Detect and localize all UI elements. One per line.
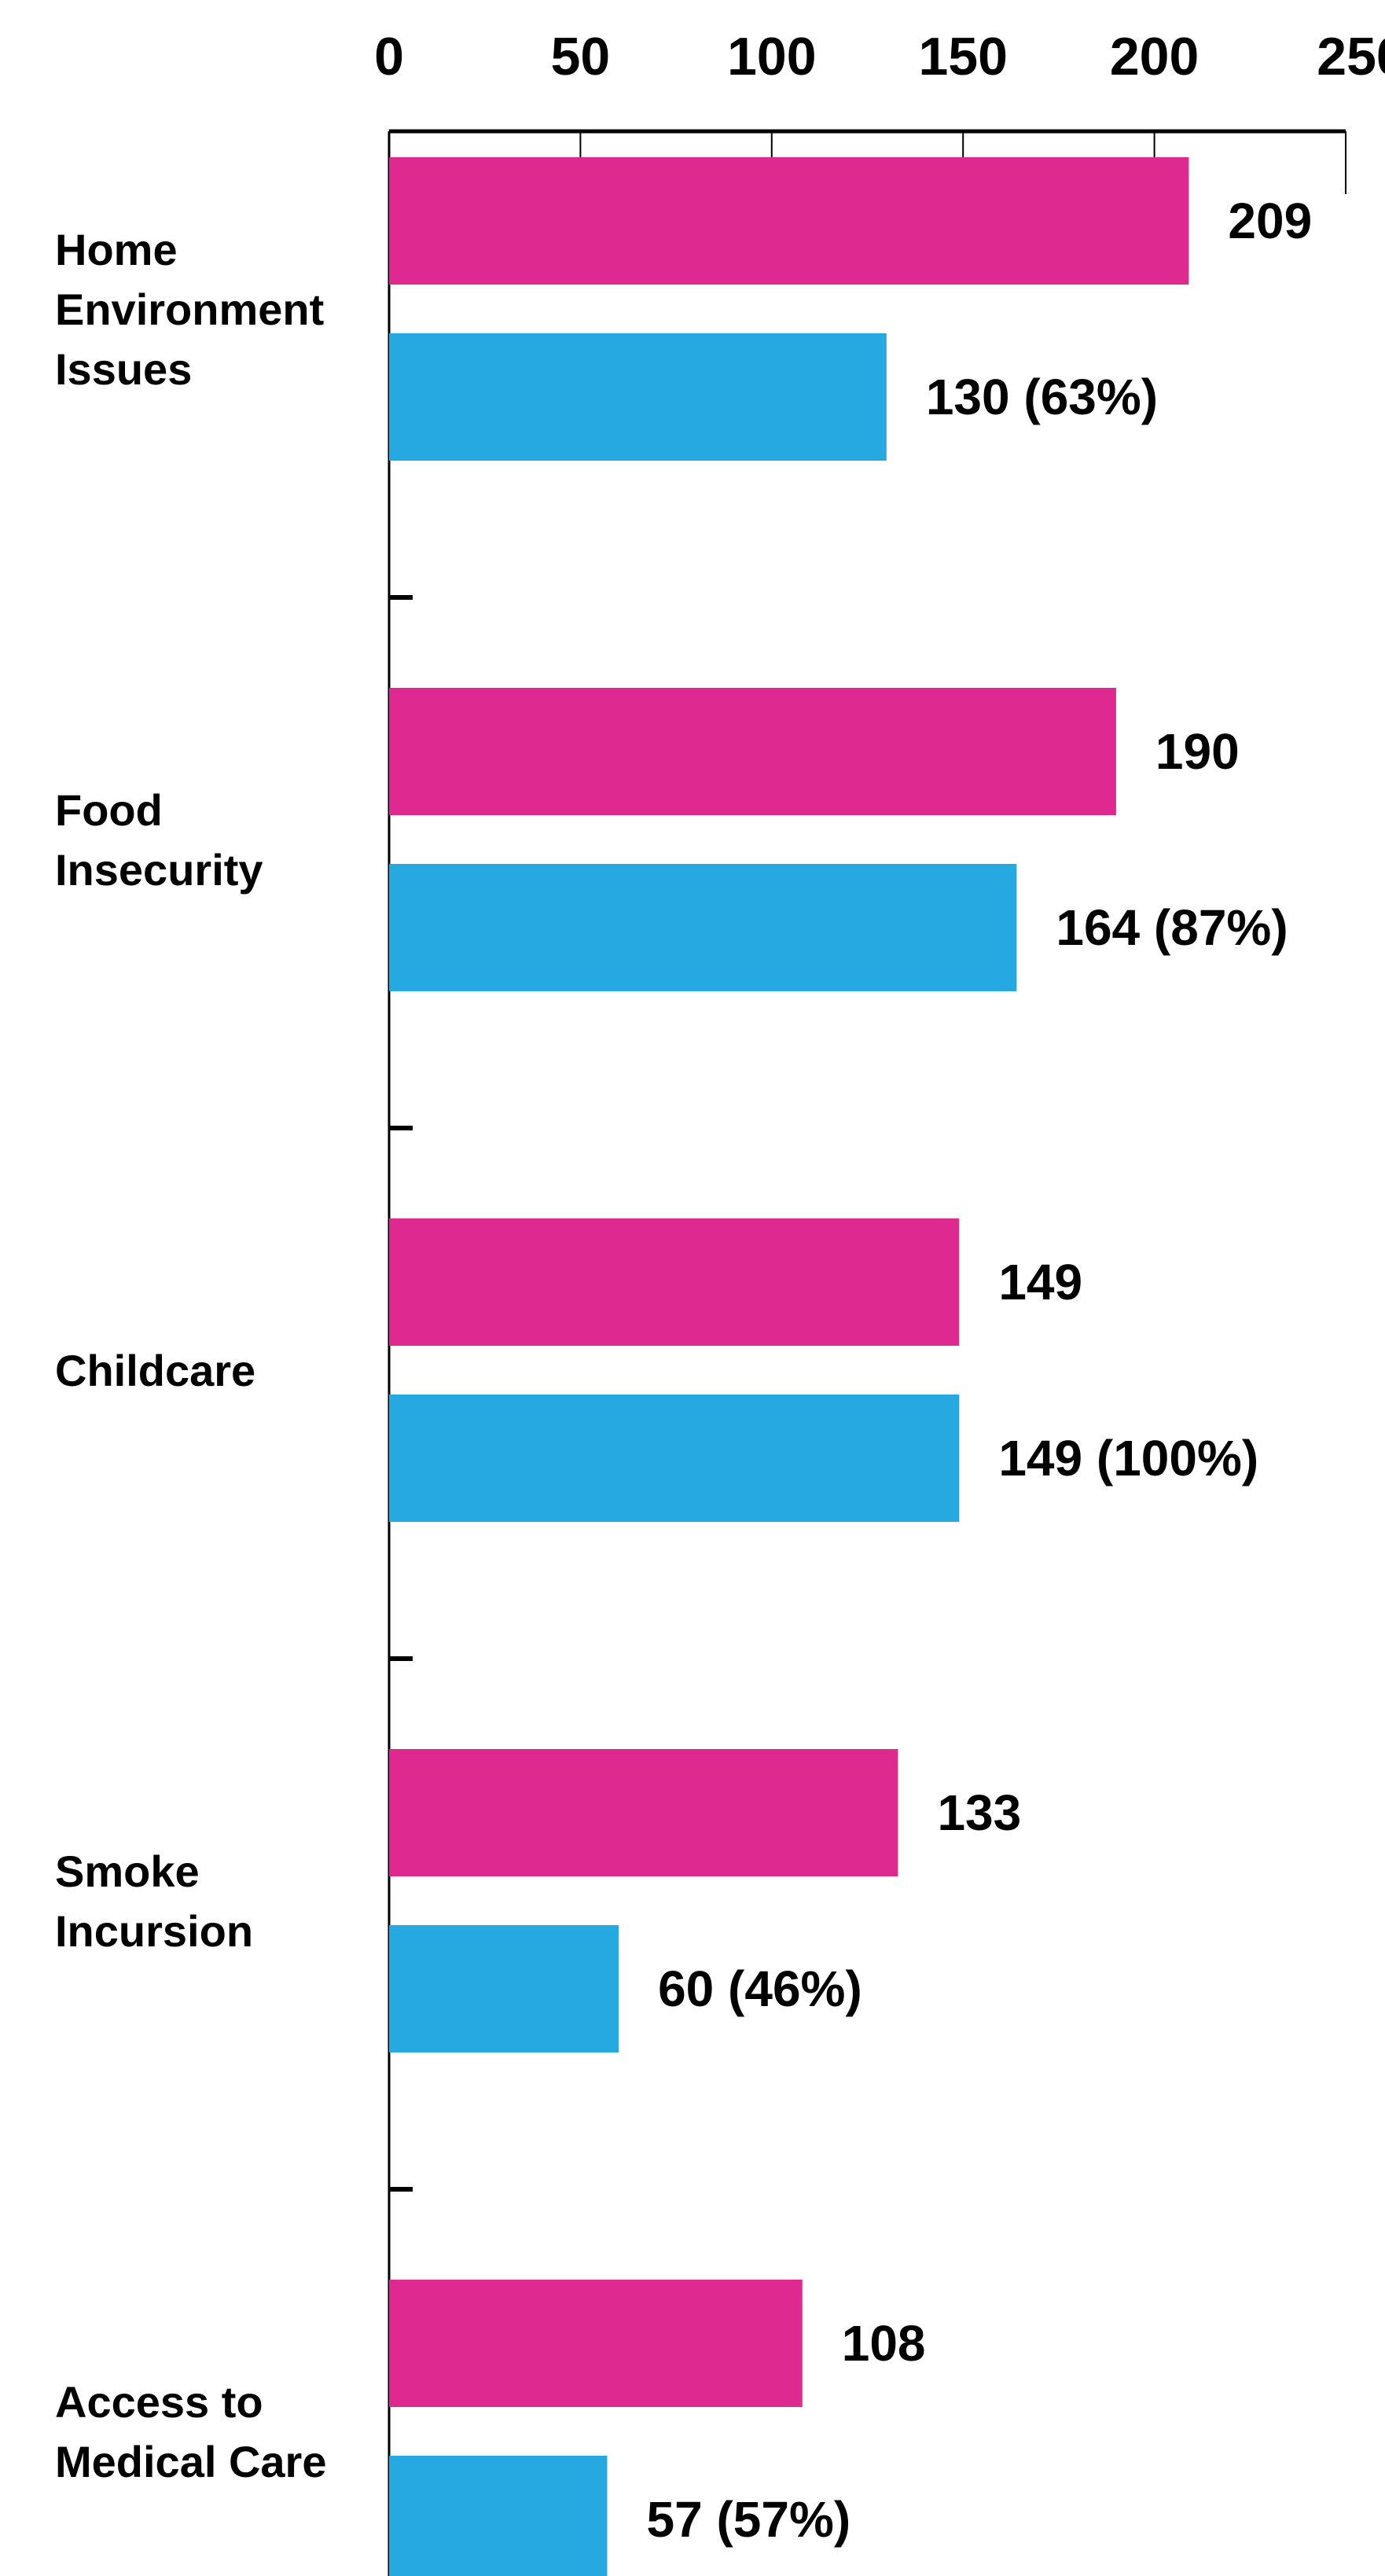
bar bbox=[389, 864, 1017, 991]
category-label: Environment bbox=[55, 285, 324, 334]
data-label: 60 (46%) bbox=[658, 1960, 862, 2017]
x-tick-label: 250 bbox=[1317, 27, 1385, 86]
bar bbox=[389, 157, 1189, 285]
data-label: 149 bbox=[998, 1254, 1082, 1310]
category-label: Smoke bbox=[55, 1847, 200, 1896]
data-label: 57 (57%) bbox=[646, 2491, 850, 2548]
data-label: 133 bbox=[937, 1784, 1021, 1841]
data-label: 209 bbox=[1228, 193, 1312, 249]
data-label: 108 bbox=[842, 2315, 926, 2372]
data-label: 130 (63%) bbox=[926, 369, 1158, 425]
category-label: Incursion bbox=[55, 1906, 253, 1956]
data-label: 190 bbox=[1155, 723, 1240, 780]
bar bbox=[389, 1218, 960, 1346]
bar bbox=[389, 333, 887, 461]
x-tick-label: 0 bbox=[374, 27, 404, 86]
data-label: 149 (100%) bbox=[998, 1430, 1258, 1486]
x-tick-label: 50 bbox=[551, 27, 611, 86]
category-label: Medical Care bbox=[55, 2437, 327, 2486]
category-label: Access to bbox=[55, 2377, 263, 2427]
category-label: Insecurity bbox=[55, 845, 263, 895]
category-label: Home bbox=[55, 225, 178, 274]
bar bbox=[389, 1395, 960, 1522]
category-label: Issues bbox=[55, 344, 192, 394]
bar bbox=[389, 2456, 608, 2576]
x-tick-label: 150 bbox=[918, 27, 1007, 86]
x-tick-label: 200 bbox=[1110, 27, 1199, 86]
x-tick-label: 100 bbox=[727, 27, 816, 86]
category-label: Childcare bbox=[55, 1346, 255, 1395]
bar bbox=[389, 1925, 619, 2052]
bar bbox=[389, 2280, 803, 2407]
data-label: 164 (87%) bbox=[1056, 899, 1288, 956]
bar bbox=[389, 688, 1116, 815]
bar bbox=[389, 1749, 898, 1876]
category-label: Food bbox=[55, 785, 163, 835]
